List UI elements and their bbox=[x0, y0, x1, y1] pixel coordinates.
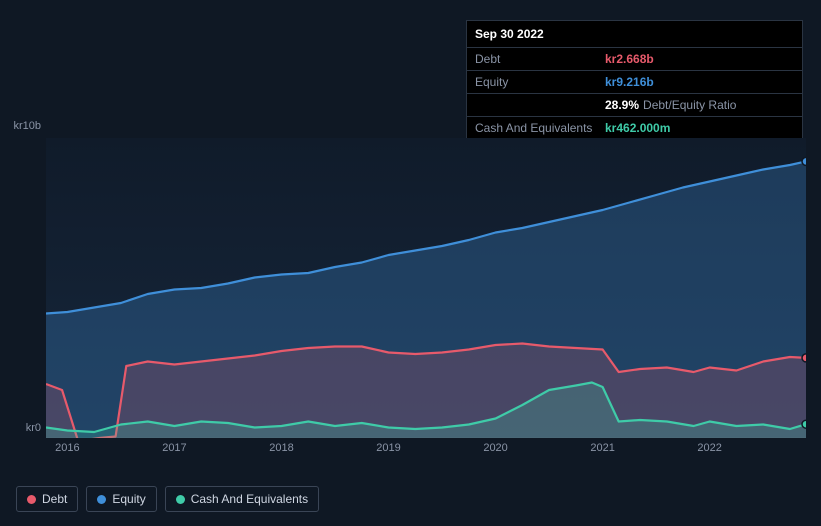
y-tick-top: kr10b bbox=[1, 120, 41, 132]
legend-item-cash-and-equivalents[interactable]: Cash And Equivalents bbox=[165, 486, 319, 512]
x-tick-label: 2021 bbox=[590, 442, 614, 454]
tooltip-row-label: Equity bbox=[475, 75, 605, 89]
x-tick-label: 2018 bbox=[269, 442, 293, 454]
legend-label: Cash And Equivalents bbox=[191, 492, 308, 506]
tooltip-row-label bbox=[475, 98, 605, 112]
x-tick-label: 2019 bbox=[376, 442, 400, 454]
legend-dot bbox=[176, 495, 185, 504]
chart-legend: Debt Equity Cash And Equivalents bbox=[16, 486, 319, 512]
legend-label: Equity bbox=[112, 492, 145, 506]
chart-plot bbox=[46, 138, 806, 438]
tooltip-row-value: 28.9% bbox=[605, 98, 639, 112]
legend-dot bbox=[27, 495, 36, 504]
tooltip-row-value: kr2.668b bbox=[605, 52, 654, 66]
x-tick-label: 2017 bbox=[162, 442, 186, 454]
debt-equity-chart: kr10b kr0 2016201720182019202020212022 bbox=[16, 120, 806, 450]
tooltip-row-label: Debt bbox=[475, 52, 605, 66]
tooltip-row: Debtkr2.668b bbox=[467, 48, 802, 71]
x-tick-label: 2022 bbox=[697, 442, 721, 454]
tooltip-row: Equitykr9.216b bbox=[467, 71, 802, 94]
legend-item-debt[interactable]: Debt bbox=[16, 486, 78, 512]
y-tick-bottom: kr0 bbox=[1, 422, 41, 434]
x-tick-label: 2020 bbox=[483, 442, 507, 454]
tooltip-date: Sep 30 2022 bbox=[467, 21, 802, 48]
tooltip-row-value: kr9.216b bbox=[605, 75, 654, 89]
legend-item-equity[interactable]: Equity bbox=[86, 486, 156, 512]
x-tick-label: 2016 bbox=[55, 442, 79, 454]
legend-dot bbox=[97, 495, 106, 504]
tooltip-row: 28.9% Debt/Equity Ratio bbox=[467, 94, 802, 117]
legend-label: Debt bbox=[42, 492, 67, 506]
tooltip-row-suffix: Debt/Equity Ratio bbox=[643, 98, 736, 112]
